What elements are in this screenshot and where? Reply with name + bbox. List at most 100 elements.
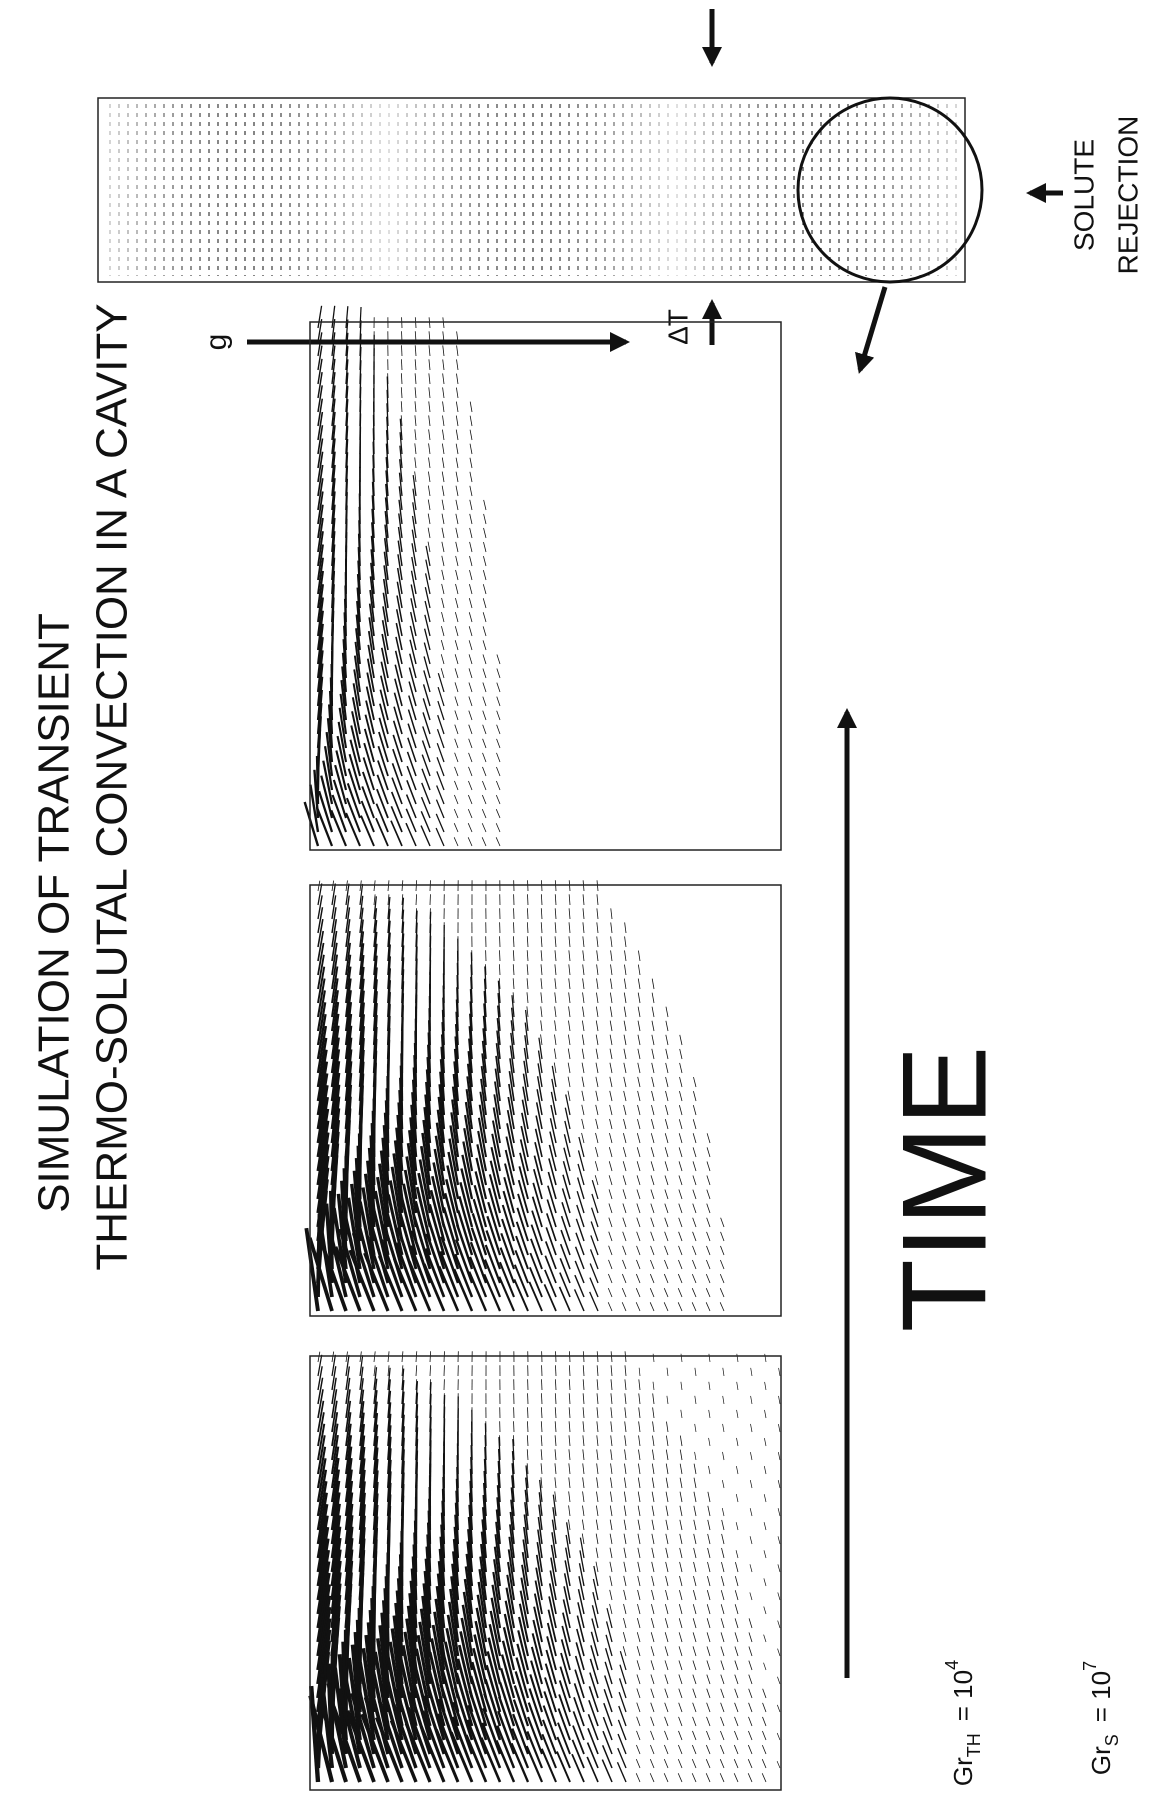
velocity-vector (336, 735, 348, 777)
velocity-vector (459, 1631, 474, 1685)
velocity-vector (536, 1542, 543, 1573)
velocity-vector (568, 1407, 571, 1419)
velocity-vector (415, 908, 417, 920)
velocity-vector (527, 1407, 529, 1419)
velocity-vector (526, 1463, 529, 1475)
velocity-vector (468, 1492, 473, 1531)
velocity-vector (315, 756, 320, 805)
velocity-vector (406, 1143, 418, 1200)
velocity-vector (547, 1171, 557, 1200)
velocity-vector (387, 908, 391, 934)
velocity-vector (550, 1104, 557, 1130)
velocity-vector (382, 578, 389, 609)
velocity-vector (610, 1477, 613, 1489)
velocity-vector (436, 1109, 446, 1158)
velocity-vector (331, 930, 338, 962)
velocity-vector (762, 1716, 767, 1727)
velocity-vector (405, 822, 417, 847)
velocity-vector (317, 930, 325, 962)
velocity-vector (581, 1090, 585, 1102)
velocity-vector (706, 1688, 711, 1699)
velocity-vector (582, 908, 585, 920)
velocity-vector (317, 1354, 323, 1377)
velocity-vector (415, 894, 418, 906)
velocity-vector (691, 1302, 697, 1312)
vector-fields (109, 104, 957, 1783)
velocity-vector (706, 1147, 711, 1158)
velocity-vector (458, 1195, 474, 1242)
velocity-vector (456, 387, 459, 399)
velocity-vector (664, 1161, 669, 1172)
velocity-vector (414, 429, 417, 441)
velocity-vector (345, 895, 350, 920)
velocity-vector (496, 1725, 516, 1769)
velocity-vector (331, 398, 336, 427)
velocity-vector (574, 1274, 585, 1298)
velocity-vector (568, 922, 571, 934)
velocity-vector (316, 1061, 329, 1116)
velocity-vector (468, 1504, 473, 1545)
velocity-vector (558, 1286, 571, 1312)
velocity-vector (397, 540, 403, 567)
velocity-vector (331, 954, 339, 990)
velocity-vector (554, 992, 557, 1004)
velocity-vector (650, 1245, 655, 1256)
velocity-vector (511, 1463, 515, 1489)
rejection-label: REJECTION (1112, 116, 1143, 275)
velocity-vector (396, 595, 403, 623)
velocity-vector (482, 780, 487, 791)
velocity-vector (331, 464, 336, 497)
velocity-vector (408, 1593, 418, 1657)
velocity-vector (414, 373, 417, 385)
velocity-vector (619, 1650, 627, 1671)
velocity-vector (579, 1537, 585, 1559)
velocity-vector (664, 1259, 669, 1270)
velocity-vector (582, 1393, 585, 1405)
velocity-vector (524, 1502, 529, 1531)
velocity-vector (450, 1112, 460, 1158)
velocity-vector (734, 1688, 739, 1699)
velocity-vector (415, 1186, 432, 1242)
velocity-vector (578, 1563, 585, 1587)
velocity-vector (414, 1200, 432, 1256)
velocity-vector (617, 1719, 627, 1741)
velocity-vector (706, 1203, 711, 1214)
velocity-vector (511, 995, 515, 1018)
velocity-vector (549, 1118, 557, 1144)
velocity-vector (582, 992, 585, 1004)
velocity-vector (624, 1435, 627, 1447)
velocity-vector (622, 1175, 627, 1186)
velocity-vector (568, 950, 571, 962)
velocity-vector (719, 1744, 725, 1755)
velocity-vector (459, 1181, 474, 1228)
velocity-vector (637, 1076, 641, 1088)
velocity-vector (581, 1533, 585, 1545)
velocity-vector (596, 978, 599, 990)
velocity-vector (316, 1049, 328, 1102)
velocity-vector (510, 1032, 515, 1060)
velocity-vector (694, 1423, 697, 1433)
velocity-vector (582, 936, 585, 948)
velocity-vector (623, 1076, 627, 1088)
velocity-vector (582, 1407, 585, 1419)
velocity-vector (338, 1228, 362, 1298)
velocity-vector (414, 443, 417, 455)
velocity-vector (484, 966, 487, 990)
velocity-vector (635, 1302, 641, 1312)
velocity-vector (509, 1524, 515, 1559)
velocity-vector (483, 1470, 487, 1503)
velocity-vector (428, 457, 431, 469)
velocity-vector (777, 1536, 781, 1545)
velocity-vector (469, 471, 473, 483)
velocity-vector (568, 1421, 571, 1433)
velocity-vector (415, 1379, 418, 1391)
velocity-vector (763, 1578, 767, 1587)
velocity-vector (412, 1215, 432, 1270)
velocity-vector (331, 345, 336, 371)
parameter: GrS= 107 (1080, 1661, 1122, 1775)
velocity-vector (371, 508, 375, 539)
velocity-vector (706, 1161, 711, 1172)
velocity-vector (390, 805, 403, 833)
velocity-vector (595, 1519, 599, 1531)
velocity-vector (450, 1576, 460, 1629)
